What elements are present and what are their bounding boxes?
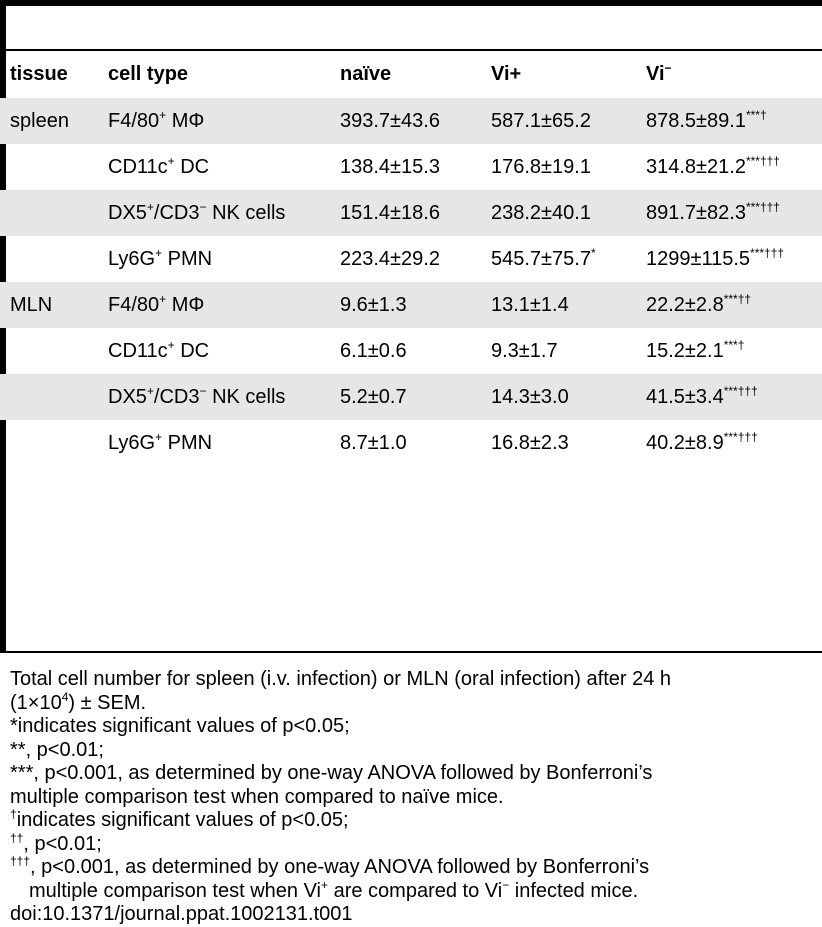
cell-cell-type: CD11c+ DC [108, 337, 210, 362]
header-cell-type: cell type [108, 63, 189, 85]
vi-minus-significance: ***††† [745, 199, 780, 214]
footnote-two-dagger: ††, p<0.01; [10, 830, 102, 855]
cell-cell-type: CD11c+ DC [108, 153, 210, 178]
cell-type-sup: + [155, 429, 163, 444]
header-vi-plus: Vi+ [491, 63, 522, 85]
vi-minus-significance: ***††† [745, 153, 780, 168]
cell-cell-type: Ly6G+ PMN [108, 245, 213, 270]
header-vi-minus: Vi− [636, 51, 822, 98]
cell-type-sup: + [146, 383, 154, 398]
table-body: spleen F4/80+ MΦ 393.7±43.6 587.1±65.2 878.5… [0, 98, 822, 466]
footnote-star: *indicates significant values of p<0.05; [10, 715, 350, 737]
cell-vi-minus: 314.8±21.2***††† [646, 153, 780, 178]
cell-tissue [0, 374, 98, 420]
footnote-three-dagger-cont: multiple comparison test when Vi+ are co… [29, 877, 639, 902]
cell-vi-plus: 545.7±75.7* [491, 245, 596, 270]
cell-type-sup: + [167, 153, 175, 168]
vi-minus-significance: ***†† [723, 291, 752, 306]
vi-minus-significance: ***††† [723, 383, 758, 398]
cell-tissue: spleen [0, 98, 98, 144]
vi-minus-significance: ***††† [750, 245, 785, 260]
header-naive: naïve [340, 63, 392, 85]
cell-tissue [0, 420, 98, 466]
cell-type-sup: + [167, 337, 175, 352]
table-row: Ly6G+ PMN 223.4±29.2 545.7±75.7* 1299±115.5… [0, 236, 822, 282]
footnote-dagger: †indicates significant values of p<0.05; [10, 807, 349, 831]
vi-plus-significance: * [590, 245, 596, 260]
vi-minus-significance: ***††† [723, 429, 758, 444]
header-row: tissue cell type naïve Vi+ Vi− [0, 51, 822, 98]
vi-minus-significance: ***† [745, 107, 767, 122]
cell-tissue: MLN [0, 282, 98, 328]
cell-vi-plus: 9.3±1.7 [491, 339, 558, 362]
cell-cell-type: Ly6G+ PMN [108, 429, 213, 454]
cell-naive: 8.7±1.0 [340, 431, 407, 454]
header-tissue: tissue [10, 63, 68, 85]
cell-cell-type: DX5+/CD3− NK cells [98, 374, 330, 420]
cell-naive: 138.4±15.3 [340, 155, 440, 178]
top-border [0, 0, 822, 6]
cell-vi-minus: 15.2±2.1***† [646, 337, 745, 362]
table-row: CD11c+ DC 6.1±0.6 9.3±1.7 15.2±2.1***† [0, 328, 822, 374]
cell-vi-plus: 13.1±1.4 [481, 282, 636, 328]
cell-vi-minus: 878.5±89.1***† [636, 98, 822, 144]
footnote-two-star: **, p<0.01; [10, 738, 104, 761]
table-footnotes: Total cell number for spleen (i.v. infec… [10, 668, 818, 927]
table-row: Ly6G+ PMN 8.7±1.0 16.8±2.3 40.2±8.9***††† [0, 420, 822, 466]
table-top-rule [0, 49, 822, 51]
cell-cell-type: F4/80+ MΦ [98, 98, 330, 144]
cell-tissue [0, 190, 98, 236]
cell-tissue [0, 144, 98, 190]
cell-cell-type: F4/80+ MΦ [98, 282, 330, 328]
footnote-units: (1×104) ± SEM. [10, 689, 147, 714]
table-bottom-rule [0, 651, 822, 653]
table-row: CD11c+ DC 138.4±15.3 176.8±19.1 314.8±21.2*… [0, 144, 822, 190]
table-row: DX5+/CD3− NK cells 5.2±0.7 14.3±3.0 41.5±3.… [0, 374, 822, 420]
cell-vi-minus: 1299±115.5***††† [646, 245, 785, 270]
cell-vi-plus: 16.8±2.3 [491, 431, 569, 454]
footnote-three-star-cont: multiple comparison test when compared t… [10, 785, 504, 808]
table-row: MLN F4/80+ MΦ 9.6±1.3 13.1±1.4 22.2±2.8***†† [0, 282, 822, 328]
header-vi-minus-label: Vi [646, 63, 665, 85]
cell-vi-plus: 238.2±40.1 [481, 190, 636, 236]
vi-minus-significance: ***† [723, 337, 745, 352]
table-row: DX5+/CD3− NK cells 151.4±18.6 238.2±40.1 89… [0, 190, 822, 236]
cell-vi-minus: 891.7±82.3***††† [636, 190, 822, 236]
cell-tissue [0, 328, 98, 374]
cell-vi-minus: 41.5±3.4***††† [636, 374, 822, 420]
header-vi-minus-sup: − [664, 61, 672, 75]
cell-cell-type: DX5+/CD3− NK cells [98, 190, 330, 236]
table-row: spleen F4/80+ MΦ 393.7±43.6 587.1±65.2 878.5… [0, 98, 822, 144]
doi-line: doi:10.1371/journal.ppat.1002131.t001 [10, 903, 353, 925]
cell-naive: 223.4±29.2 [340, 247, 440, 270]
cell-naive: 151.4±18.6 [330, 190, 481, 236]
footnote-three-dagger: †††, p<0.001, as determined by one-way A… [10, 854, 650, 878]
cell-type-sup2: − [199, 199, 207, 214]
footnote-three-star: ***, p<0.001, as determined by one-way A… [10, 762, 653, 784]
footnote-total: Total cell number for spleen (i.v. infec… [10, 668, 672, 690]
cell-type-sup: + [159, 291, 167, 306]
cell-type-sup2: − [199, 383, 207, 398]
cell-vi-plus: 14.3±3.0 [481, 374, 636, 420]
cell-vi-plus: 176.8±19.1 [491, 155, 591, 178]
cell-vi-minus: 22.2±2.8***†† [636, 282, 822, 328]
cell-tissue [0, 236, 98, 282]
results-table: tissue cell type naïve Vi+ Vi− spleen F4/… [0, 51, 822, 466]
cell-vi-plus: 587.1±65.2 [481, 98, 636, 144]
cell-naive: 9.6±1.3 [330, 282, 481, 328]
cell-naive: 6.1±0.6 [340, 339, 407, 362]
cell-type-sup: + [146, 199, 154, 214]
cell-type-sup: + [155, 245, 163, 260]
cell-vi-minus: 40.2±8.9***††† [646, 429, 758, 454]
cell-naive: 393.7±43.6 [330, 98, 481, 144]
cell-naive: 5.2±0.7 [330, 374, 481, 420]
cell-type-sup: + [159, 107, 167, 122]
